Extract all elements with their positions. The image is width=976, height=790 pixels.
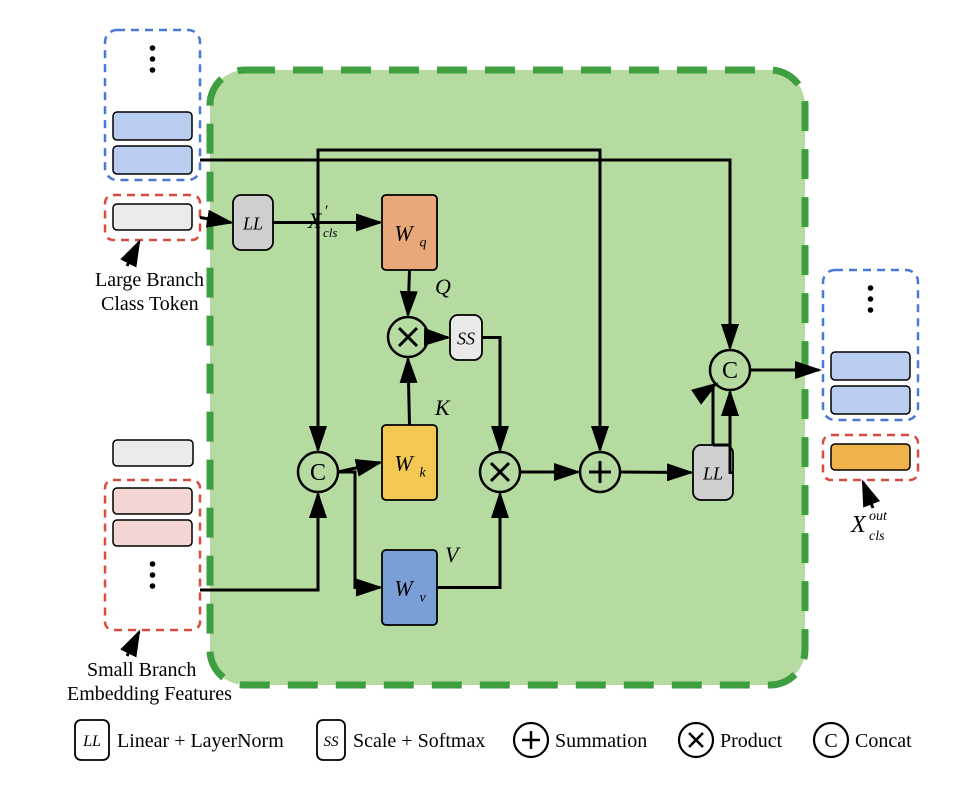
legend-ll-label: Linear + LayerNorm [117, 730, 284, 752]
legend-prod-label: Product [720, 730, 783, 752]
module-container [210, 70, 805, 685]
edge [863, 482, 873, 508]
edge [127, 242, 139, 266]
label-xcls-out: X [850, 512, 867, 538]
legend-sum-label: Summation [555, 730, 647, 752]
edge [127, 632, 139, 656]
svg-text:Embedding Features: Embedding Features [67, 683, 232, 705]
label-k: K [434, 395, 451, 420]
svg-text:C: C [310, 460, 326, 486]
legend-ss-label: Scale + Softmax [353, 730, 485, 752]
svg-text:LL: LL [242, 214, 263, 234]
svg-text:Class Token: Class Token [101, 293, 199, 315]
edge [408, 359, 410, 425]
svg-text:W: W [394, 576, 414, 601]
svg-text:C: C [722, 358, 738, 384]
svg-text:X: X [307, 208, 323, 233]
svg-text:k: k [420, 466, 427, 481]
svg-text:W: W [394, 451, 414, 476]
svg-text:′: ′ [325, 203, 329, 220]
edge [408, 270, 410, 315]
label-large-branch: Large Branch [95, 269, 204, 291]
svg-text:v: v [420, 591, 427, 606]
legend-concat-label: Concat [855, 730, 912, 752]
edge [428, 337, 448, 338]
svg-text:W: W [394, 221, 414, 246]
label-q: Q [435, 274, 451, 299]
label-small-branch: Small Branch [87, 659, 196, 681]
svg-text:C: C [824, 730, 837, 752]
edge [620, 472, 691, 473]
svg-text:SS: SS [457, 329, 475, 349]
svg-text:cls: cls [869, 529, 885, 544]
svg-text:out: out [869, 509, 888, 524]
svg-text:LL: LL [82, 733, 101, 750]
svg-text:cls: cls [323, 225, 337, 240]
svg-text:q: q [420, 236, 427, 251]
svg-text:SS: SS [324, 734, 340, 750]
svg-text:LL: LL [702, 464, 723, 484]
